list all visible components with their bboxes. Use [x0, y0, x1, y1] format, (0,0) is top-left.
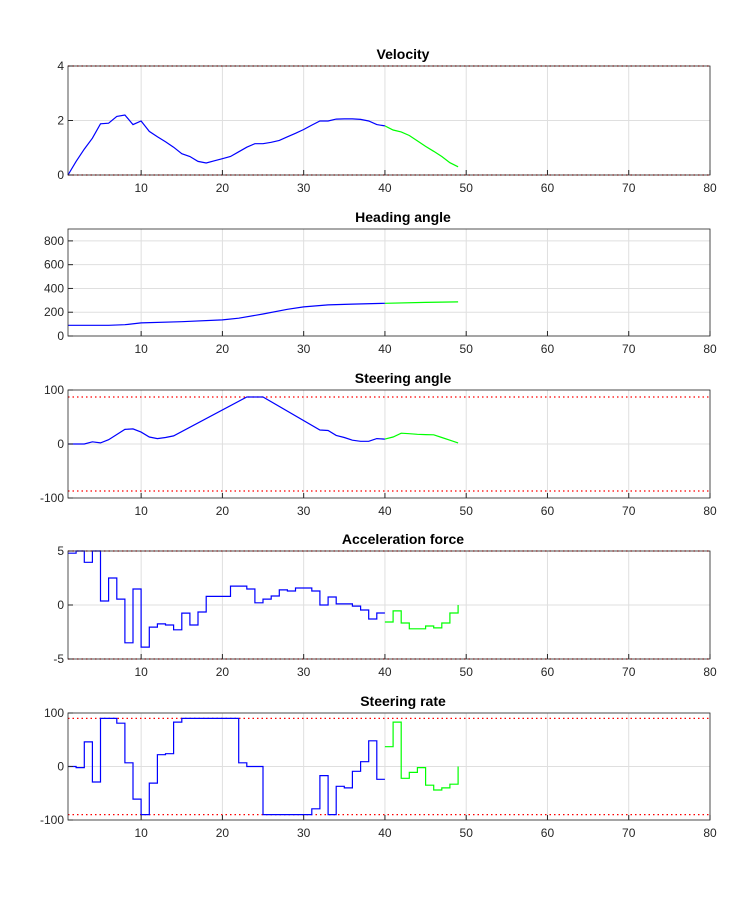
- y-tick-label: 2: [57, 114, 64, 128]
- x-tick-label: 80: [703, 665, 717, 679]
- x-tick-label: 40: [378, 826, 392, 840]
- chart-title: Steering angle: [355, 370, 452, 386]
- x-tick-label: 40: [378, 665, 392, 679]
- x-tick-label: 70: [622, 504, 636, 518]
- x-tick-label: 20: [216, 826, 230, 840]
- x-tick-label: 60: [541, 504, 555, 518]
- x-tick-label: 80: [703, 504, 717, 518]
- x-tick-label: 20: [216, 342, 230, 356]
- subplot-velocity: 10 20 30 40 50 60 70 80 0 2 4 Velocity: [57, 46, 717, 195]
- x-tick-label: 50: [460, 826, 474, 840]
- x-tick-label: 60: [541, 826, 555, 840]
- x-tick-label: 70: [622, 181, 636, 195]
- subplot-acceleration-force: 10 20 30 40 50 60 70 80 -5 0 5 Acceleration force: [53, 531, 717, 679]
- x-tick-label: 30: [297, 504, 311, 518]
- series-line-green: [384, 605, 459, 630]
- x-tick-label: 20: [216, 181, 230, 195]
- x-tick-label: 70: [622, 665, 636, 679]
- y-tick-label: 0: [57, 168, 64, 182]
- y-tick-label: 0: [57, 437, 64, 451]
- x-tick-label: 10: [134, 665, 148, 679]
- x-tick-label: 80: [703, 342, 717, 356]
- y-tick-label: -5: [53, 652, 64, 666]
- series-line-blue: [68, 396, 385, 445]
- y-tick-label: 5: [57, 544, 64, 558]
- y-tick-label: -100: [40, 813, 64, 827]
- x-tick-label: 10: [134, 826, 148, 840]
- x-tick-label: 10: [134, 181, 148, 195]
- x-tick-label: 80: [703, 181, 717, 195]
- y-tick-label: -100: [40, 491, 64, 505]
- chart-title: Velocity: [377, 46, 430, 62]
- x-tick-label: 30: [297, 342, 311, 356]
- x-tick-label: 30: [297, 181, 311, 195]
- subplot-steering-rate: 10 20 30 40 50 60 70 80 -100 0 100 Steering rate: [40, 693, 717, 840]
- y-tick-label: 0: [57, 329, 64, 343]
- series-line-green: [384, 301, 459, 304]
- y-tick-label: 4: [57, 59, 64, 73]
- y-tick-label: 800: [44, 234, 64, 248]
- x-tick-label: 70: [622, 826, 636, 840]
- x-tick-label: 10: [134, 342, 148, 356]
- series-line-green: [384, 721, 459, 791]
- x-tick-label: 70: [622, 342, 636, 356]
- x-tick-label: 60: [541, 181, 555, 195]
- plot-area: [68, 229, 710, 336]
- series-line-green: [384, 125, 459, 168]
- x-tick-label: 20: [216, 504, 230, 518]
- x-tick-label: 50: [460, 665, 474, 679]
- x-tick-label: 50: [460, 181, 474, 195]
- y-tick-label: 0: [57, 598, 64, 612]
- series-line-green: [384, 432, 459, 444]
- x-tick-label: 60: [541, 342, 555, 356]
- x-tick-label: 40: [378, 181, 392, 195]
- series-line-blue: [68, 717, 385, 816]
- x-tick-label: 80: [703, 826, 717, 840]
- y-tick-label: 400: [44, 281, 64, 295]
- y-tick-label: 100: [44, 383, 64, 397]
- x-tick-label: 40: [378, 504, 392, 518]
- x-tick-label: 30: [297, 826, 311, 840]
- axes-box: [67, 228, 711, 337]
- y-tick-label: 100: [44, 706, 64, 720]
- subplot-steering-angle: 10 20 30 40 50 60 70 80 -100 0 100 Steering angle: [40, 370, 717, 518]
- series-line-blue: [68, 550, 385, 648]
- x-tick-label: 50: [460, 504, 474, 518]
- x-tick-label: 30: [297, 665, 311, 679]
- chart-title: Steering rate: [360, 693, 446, 709]
- y-tick-label: 200: [44, 305, 64, 319]
- x-tick-label: 10: [134, 504, 148, 518]
- x-tick-label: 60: [541, 665, 555, 679]
- y-tick-label: 0: [57, 760, 64, 774]
- x-tick-label: 50: [460, 342, 474, 356]
- series-line-blue: [68, 302, 385, 326]
- y-tick-label: 600: [44, 258, 64, 272]
- chart-title: Acceleration force: [342, 531, 464, 547]
- chart-title: Heading angle: [355, 209, 451, 225]
- x-tick-label: 40: [378, 342, 392, 356]
- series-line-blue: [67, 114, 385, 176]
- x-tick-label: 20: [216, 665, 230, 679]
